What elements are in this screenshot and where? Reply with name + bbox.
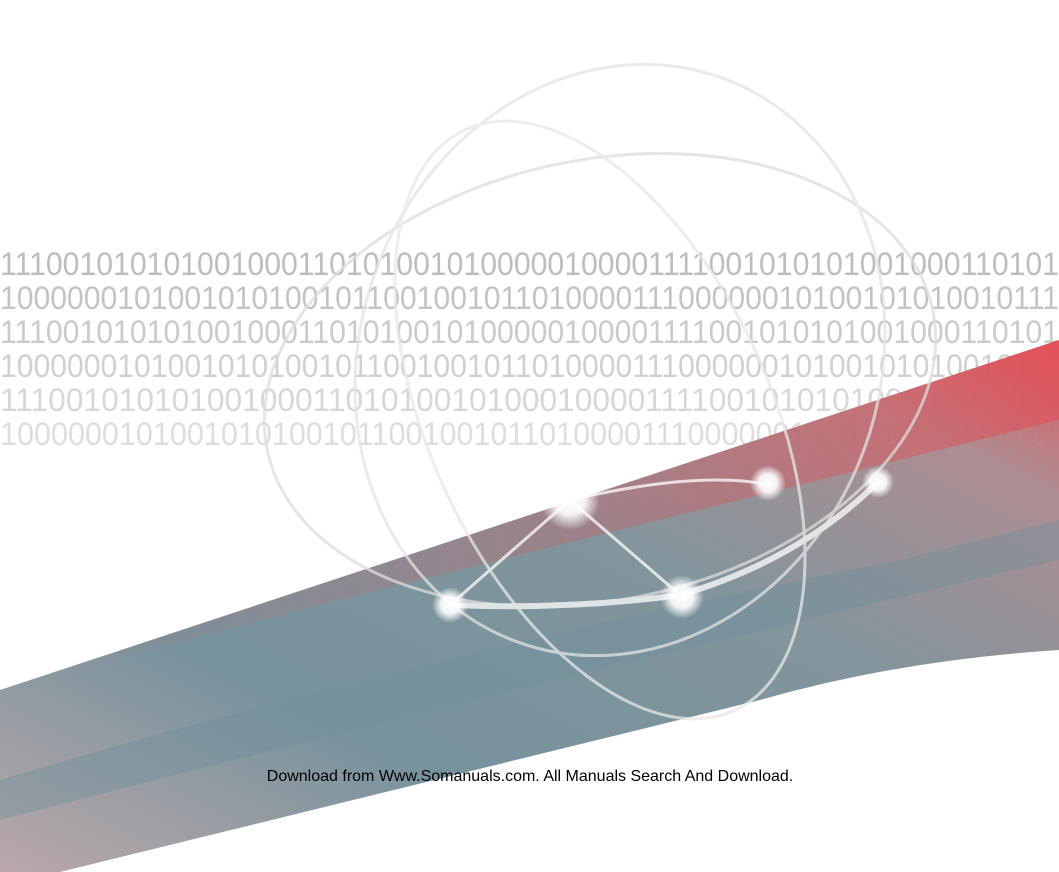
- binary-row: 1000000101001010100101100100101101000011…: [0, 280, 1059, 316]
- binary-row: 1000000101001010100101100100101101000011…: [0, 348, 1059, 384]
- binary-row: 1110010101010010001101010010100000100001…: [0, 246, 1059, 282]
- globe-nodes: [432, 465, 894, 623]
- footer-text: Download from Www.Somanuals.com. All Man…: [267, 768, 793, 785]
- decorative-band: [0, 340, 1059, 690]
- binary-row: 1110010101010010001101010010100000100001…: [0, 314, 1059, 350]
- decorative-band: [0, 520, 1059, 820]
